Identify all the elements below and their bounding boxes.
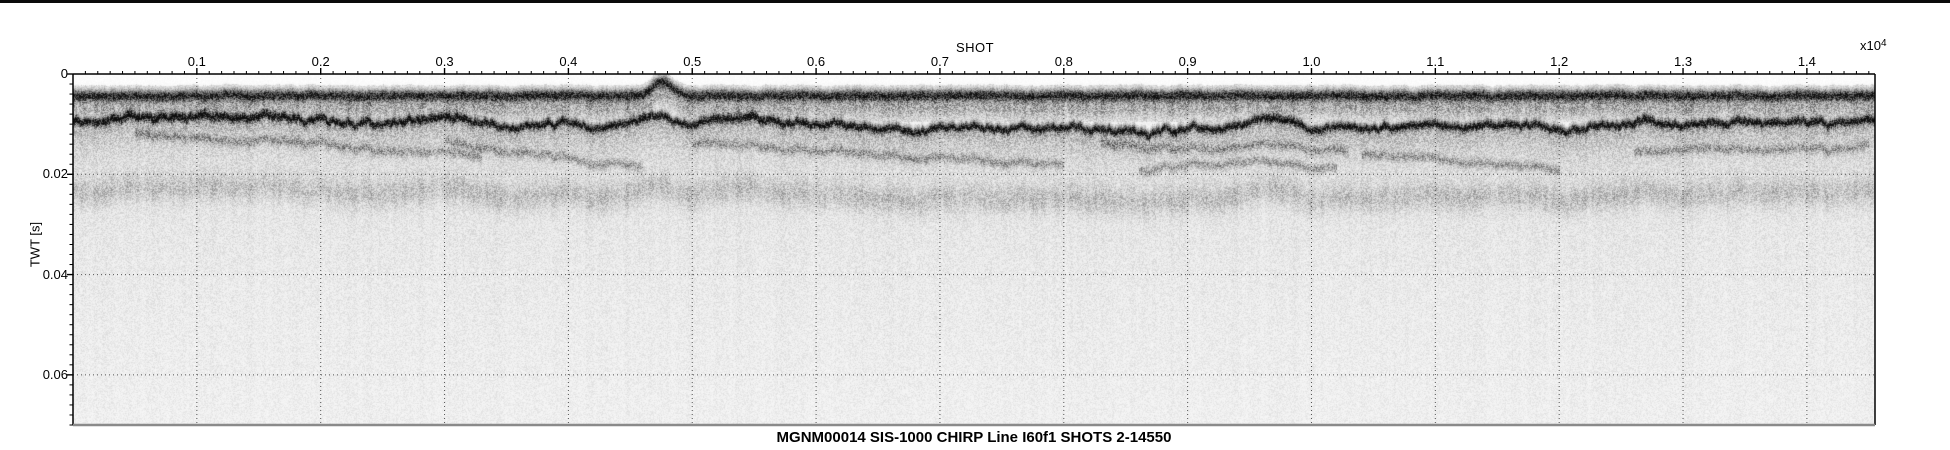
top-divider-rule	[0, 0, 1950, 3]
y-tick-label: 0	[60, 66, 68, 81]
x-tick-label: 1.1	[1426, 54, 1445, 69]
y-axis-title: TWT [s]	[27, 221, 43, 268]
x-tick-label: 0.6	[807, 54, 826, 69]
x-axis-multiplier: x104	[1860, 38, 1887, 53]
x-tick-label: 0.5	[683, 54, 702, 69]
x-axis-title: SHOT	[955, 40, 995, 55]
x-axis-multiplier-exponent: 4	[1880, 38, 1887, 49]
x-tick-label: 1.4	[1797, 54, 1816, 69]
x-tick-label: 0.3	[435, 54, 454, 69]
figure-title: MGNM00014 SIS-1000 CHIRP Line I60f1 SHOT…	[776, 429, 1172, 446]
y-tick-label: 0.04	[42, 266, 68, 282]
x-axis-multiplier-base: x10	[1860, 38, 1881, 53]
seismic-image-canvas	[73, 74, 1875, 425]
x-tick-label: 1.2	[1550, 54, 1569, 69]
x-tick-label: 0.1	[187, 54, 206, 69]
y-tick-label: 0.02	[42, 166, 68, 182]
x-tick-label: 1.0	[1302, 54, 1321, 69]
x-tick-label: 0.8	[1054, 54, 1073, 69]
x-tick-label: 0.9	[1178, 54, 1197, 69]
x-tick-label: 0.2	[311, 54, 330, 69]
x-tick-label: 1.3	[1673, 54, 1693, 69]
x-tick-label: 0.7	[930, 54, 949, 69]
y-tick-label: 0.06	[42, 366, 68, 382]
x-tick-label: 0.4	[559, 54, 578, 69]
